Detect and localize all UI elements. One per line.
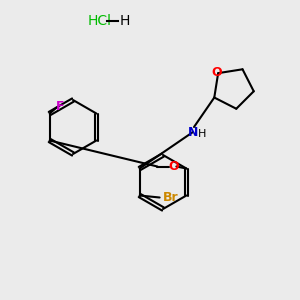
Text: O: O: [168, 160, 179, 173]
Text: HCl: HCl: [88, 14, 112, 28]
Text: O: O: [212, 66, 223, 79]
Text: H: H: [198, 129, 206, 139]
Text: H: H: [120, 14, 130, 28]
Text: F: F: [56, 100, 65, 113]
Text: N: N: [188, 125, 198, 139]
Text: Br: Br: [163, 191, 178, 204]
